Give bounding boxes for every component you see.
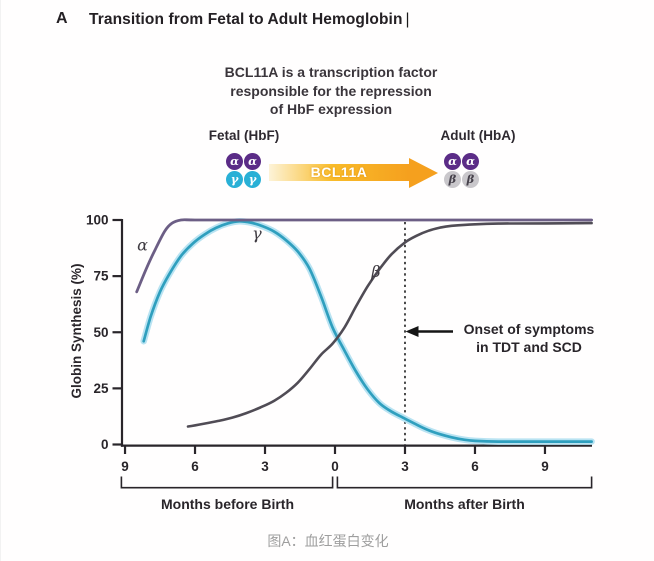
figure-title: Transition from Fetal to Adult Hemoglobi… [89, 11, 410, 29]
figure-title-text: Transition from Fetal to Adult Hemoglobi… [89, 11, 403, 28]
y-tick-label: 100 [86, 213, 109, 228]
onset-annotation-line2: in TDT and SCD [476, 338, 582, 355]
bcl11a-note-line1: BCL11A is a transcription factor [224, 64, 438, 80]
fetal-gamma-subunit-icon: γ [244, 171, 261, 188]
after-birth-bracket [336, 476, 593, 489]
y-tick-label: 75 [93, 269, 109, 284]
x-tick-label: 0 [331, 459, 339, 474]
gamma-curve [142, 219, 593, 443]
figure-caption: 图A：血红蛋白变化 [267, 533, 389, 549]
text-cursor: | [405, 11, 410, 28]
before-birth-bracket [120, 476, 334, 489]
onset-annotation-line1: Onset of symptoms [463, 321, 595, 337]
y-tick-label: 50 [93, 325, 108, 340]
fetal-alpha-subunit-icon: α [226, 153, 243, 170]
months-after-birth-label: Months after Birth [404, 496, 525, 512]
panel-letter: A [56, 10, 68, 27]
adult-alpha-subunit-icon: α [462, 153, 479, 170]
x-tick-label: 9 [121, 459, 129, 474]
bcl11a-note-line2: responsible for the repression [230, 82, 432, 99]
alpha-curve [135, 218, 593, 294]
onset-arrowhead-icon [405, 326, 419, 337]
y-tick-label: 0 [101, 437, 109, 452]
y-tick-label: 25 [93, 381, 109, 396]
bcl11a-note: BCL11A is a transcription factor respons… [181, 63, 481, 119]
x-tick-label: 6 [471, 459, 479, 474]
alpha-curve-label: α [137, 235, 148, 254]
months-before-birth-label: Months before Birth [161, 496, 294, 512]
x-tick-label: 6 [191, 459, 199, 474]
fetal-hbf-label: Fetal (HbF) [208, 128, 280, 143]
onset-annotation: Onset of symptoms in TDT and SCD [453, 321, 605, 356]
adult-alpha-subunit-icon: α [444, 153, 461, 170]
bcl11a-note-line3: of HbF expression [269, 101, 393, 117]
beta-curve [186, 221, 593, 428]
x-tick-label: 9 [541, 459, 549, 474]
adult-beta-subunit-icon: β [444, 171, 461, 188]
y-axis-title: Globin Synthesis (%) [69, 263, 84, 399]
bcl11a-arrow: BCL11A [269, 164, 409, 181]
bcl11a-arrowhead-icon [409, 157, 438, 188]
beta-curve-label: β [370, 262, 380, 281]
gamma-curve-label: γ [252, 224, 262, 243]
x-tick-label: 3 [401, 459, 409, 474]
adult-hba-label: Adult (HbA) [440, 128, 516, 143]
x-tick-label: 3 [261, 459, 269, 474]
adult-beta-subunit-icon: β [462, 171, 479, 188]
fetal-gamma-subunit-icon: γ [226, 171, 243, 188]
fetal-alpha-subunit-icon: α [244, 153, 261, 170]
bcl11a-arrow-label: BCL11A [310, 164, 368, 180]
